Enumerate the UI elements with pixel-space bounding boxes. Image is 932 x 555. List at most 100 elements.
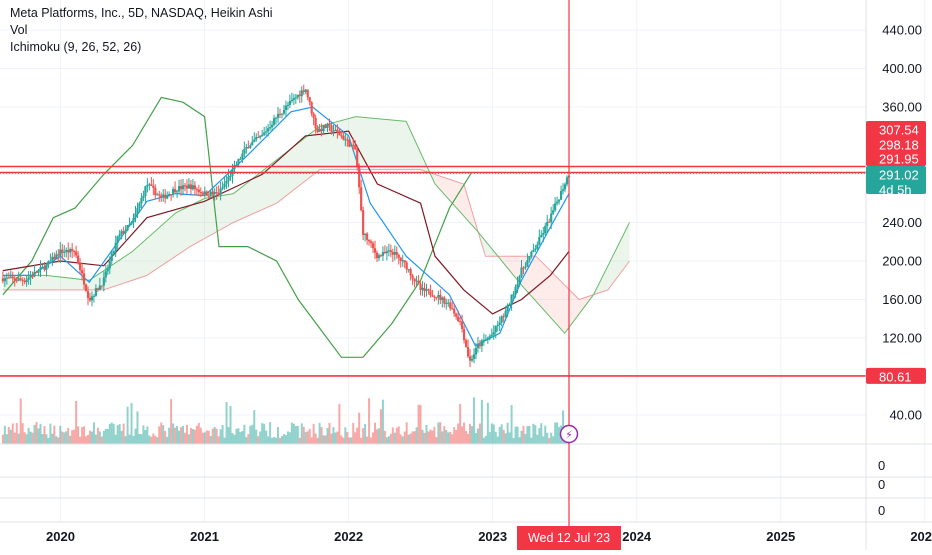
candle-body bbox=[334, 129, 337, 132]
volume-bar bbox=[21, 423, 24, 444]
legend-vol[interactable]: Vol bbox=[10, 23, 28, 37]
candle-body bbox=[500, 316, 503, 323]
volume-bar bbox=[193, 429, 196, 444]
candle-body bbox=[356, 149, 359, 167]
candle-body bbox=[405, 262, 408, 270]
volume-bar bbox=[223, 437, 226, 444]
volume-bar bbox=[492, 424, 495, 444]
level-badge-low bbox=[866, 367, 926, 384]
volume-bar bbox=[522, 425, 525, 444]
candle-body bbox=[51, 256, 54, 261]
volume-bar bbox=[174, 427, 177, 444]
volume-bar bbox=[506, 422, 509, 444]
candle-body bbox=[298, 94, 301, 97]
last-price-badge bbox=[866, 166, 926, 194]
volume-bar bbox=[75, 400, 78, 444]
volume-bar bbox=[180, 427, 183, 444]
volume-bar bbox=[144, 429, 147, 444]
volume-bar bbox=[352, 422, 355, 444]
candle-body bbox=[433, 296, 436, 298]
time-tick-label: 2024 bbox=[622, 529, 652, 544]
volume-bar bbox=[197, 422, 200, 444]
candle-body bbox=[462, 329, 466, 341]
candle-body bbox=[377, 255, 381, 259]
candle-body bbox=[211, 191, 214, 194]
last-price-badge-text: 4d 5h bbox=[879, 183, 912, 198]
volume-bar bbox=[409, 433, 412, 444]
candle-body bbox=[385, 251, 388, 254]
price-axis[interactable]: 440.00 400.00 360.00 240.00 200.00 160.00 120.… bbox=[878, 23, 922, 519]
candle-body bbox=[55, 254, 58, 260]
volume-bar bbox=[185, 424, 188, 444]
candle-body bbox=[316, 128, 319, 132]
time-axis[interactable]: 2020 2021 2022 2023 2024 2025 2026 Wed 12 Jul '… bbox=[46, 526, 932, 550]
senkou-span-b-line bbox=[2, 169, 630, 301]
volume-bar bbox=[77, 426, 80, 444]
candle-body bbox=[508, 304, 511, 306]
candle-body bbox=[397, 254, 400, 258]
legend-ichimoku[interactable]: Ichimoku (9, 26, 52, 26) bbox=[10, 40, 142, 54]
candle-body bbox=[80, 270, 84, 274]
volume-bar bbox=[7, 427, 10, 444]
volume-bar bbox=[548, 437, 551, 444]
candle-body bbox=[371, 243, 375, 249]
candle-body bbox=[423, 287, 426, 291]
candle-body bbox=[265, 131, 268, 133]
volume-bar bbox=[183, 432, 186, 444]
candle-body bbox=[189, 184, 193, 190]
candle-body bbox=[205, 191, 208, 196]
candle-body bbox=[532, 249, 535, 252]
legend-title[interactable]: Meta Platforms, Inc., 5D, NASDAQ, Heikin… bbox=[10, 6, 273, 20]
volume-bar bbox=[427, 431, 430, 444]
level-badge-text: 291.95 bbox=[879, 152, 919, 167]
volume-bar bbox=[504, 433, 507, 444]
candle-body bbox=[37, 270, 40, 273]
volume-bar bbox=[98, 431, 101, 444]
volume-bar bbox=[249, 425, 252, 444]
candle-body bbox=[470, 358, 474, 361]
candle-body bbox=[466, 346, 470, 357]
volume-bar bbox=[251, 424, 254, 444]
candle-body bbox=[429, 290, 432, 296]
candle-body bbox=[550, 213, 553, 223]
candle-body bbox=[255, 137, 258, 140]
volume-bar bbox=[49, 423, 52, 444]
volume-bar bbox=[552, 436, 555, 444]
candle-body bbox=[219, 188, 222, 195]
candle-body bbox=[53, 256, 56, 260]
volume-bar bbox=[245, 437, 248, 444]
candle-body bbox=[476, 344, 480, 349]
candle-body bbox=[344, 139, 347, 141]
event-marker-circle[interactable] bbox=[559, 424, 579, 444]
candle-body bbox=[209, 191, 212, 196]
candle-body bbox=[490, 334, 493, 337]
volume-bar bbox=[27, 427, 30, 444]
candle-body bbox=[31, 276, 34, 278]
candle-body bbox=[496, 324, 499, 327]
candle-body bbox=[516, 283, 519, 287]
volume-bar bbox=[102, 431, 105, 444]
volume-bar bbox=[328, 422, 331, 444]
candle-body bbox=[447, 302, 450, 304]
candle-body bbox=[559, 190, 563, 200]
candle-body bbox=[478, 344, 482, 347]
volume-bar bbox=[53, 425, 56, 444]
volume-bar bbox=[556, 422, 559, 444]
candle-body bbox=[326, 123, 329, 128]
candle-body bbox=[518, 276, 521, 284]
horizontal-levels[interactable] bbox=[0, 165, 866, 377]
candle-body bbox=[288, 101, 291, 105]
volume-bar bbox=[73, 429, 76, 444]
volume-bar bbox=[320, 427, 323, 444]
volume-bar bbox=[219, 429, 222, 444]
volume-bar bbox=[134, 428, 137, 444]
volume-bar bbox=[326, 427, 329, 444]
volume-bars bbox=[1, 397, 570, 444]
chart-legend: Meta Platforms, Inc., 5D, NASDAQ, Heikin… bbox=[10, 5, 273, 56]
volume-bar bbox=[312, 423, 315, 444]
candle-body bbox=[225, 180, 228, 184]
volume-bar bbox=[146, 426, 149, 444]
candle-body bbox=[514, 286, 517, 295]
